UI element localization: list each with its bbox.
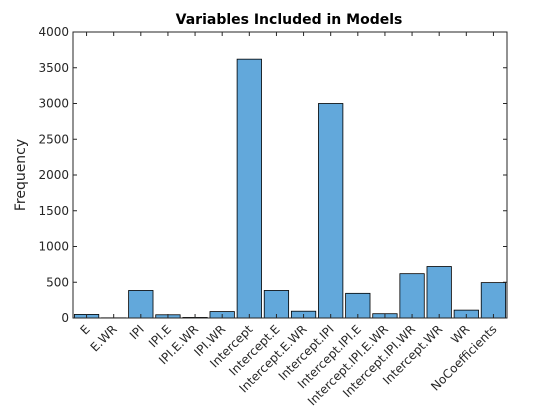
bar-intercept-ipi-wr bbox=[399, 273, 425, 319]
x-tick-label: E bbox=[77, 322, 92, 337]
bar-intercept-ipi-e bbox=[345, 292, 371, 319]
y-tick-label: 1500 bbox=[38, 204, 69, 218]
y-tick-label: 2000 bbox=[38, 168, 69, 182]
bar-ipi bbox=[128, 290, 154, 319]
bars-group bbox=[73, 58, 507, 319]
y-axis-label: Frequency bbox=[13, 139, 29, 211]
y-tick-label: 500 bbox=[46, 275, 69, 289]
y-tick-label: 3000 bbox=[38, 97, 69, 111]
y-ticks-group: 0 500 1000 1500 2000 2500 3000 3500 4000 bbox=[38, 25, 507, 325]
bar-nocoefficients bbox=[480, 282, 507, 319]
y-tick-label: 0 bbox=[61, 311, 69, 325]
x-ticks-group: EE.WR IPI IPI.EIPI.E.WRIPI.WRInterceptInte… bbox=[77, 32, 500, 408]
bar-intercept-wr bbox=[426, 266, 452, 319]
x-tick-label: E.WR bbox=[88, 322, 120, 354]
bar-intercept-e bbox=[263, 290, 290, 319]
bar-intercept bbox=[236, 58, 262, 319]
y-tick-label: 4000 bbox=[38, 25, 69, 39]
chart-title: Variables Included in Models bbox=[176, 12, 403, 28]
bar-intercept-ipi bbox=[318, 103, 344, 319]
x-tick-label: IPI bbox=[127, 322, 147, 342]
y-tick-label: 3500 bbox=[38, 61, 69, 75]
y-tick-label: 2500 bbox=[38, 132, 69, 146]
y-tick-label: 1000 bbox=[38, 240, 69, 254]
